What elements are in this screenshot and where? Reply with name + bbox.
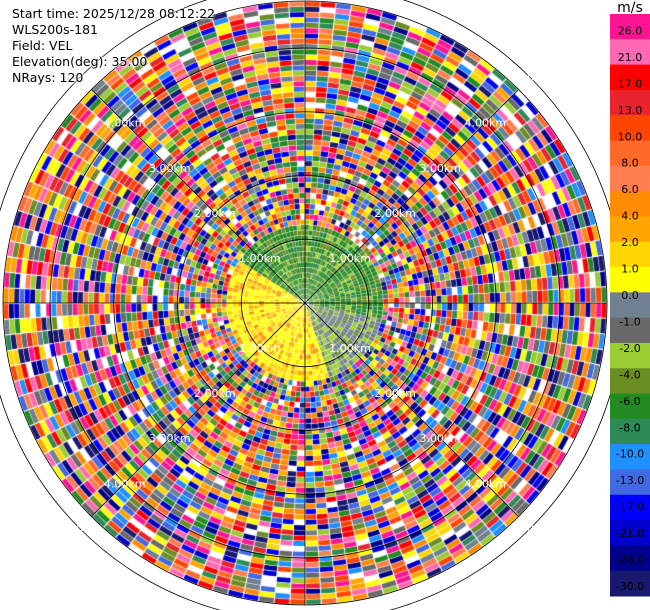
- colorbar-tick-label: -13.0: [616, 474, 644, 487]
- ppi-plot: 1.00km 1.00km 1.00km 1.00km 2.00km 2.00km 2.00…: [0, 0, 610, 610]
- azimuth-spoke: [304, 302, 519, 517]
- colorbar-tick-label: 8.0: [621, 157, 639, 170]
- ring-label: 1.00km: [329, 252, 371, 265]
- range-ring-labels: 1.00km 1.00km 1.00km 1.00km 2.00km 2.00km 2.00…: [59, 72, 551, 536]
- colorbar-swatch: [610, 545, 650, 572]
- colorbar-tick-label: 1.0: [621, 263, 639, 276]
- colorbar-tick-label: 17.0: [618, 77, 643, 90]
- colorbar-tick-label: 6.0: [621, 183, 639, 196]
- colorbar: 26.0 21.0 17.0 13.0 10.0 8.0 6.0 4.0 2.0 1.0 0.0 -1…: [610, 14, 650, 597]
- colorbar-swatch: [610, 165, 650, 192]
- ring-label: 5.00km: [510, 522, 552, 535]
- azimuth-spoke: [304, 89, 519, 304]
- ring-label: 5.00km: [59, 72, 101, 85]
- colorbar-swatch: [610, 520, 650, 546]
- colorbar-tick-label: 2.0: [621, 236, 639, 249]
- field-name: Field: VEL: [12, 38, 73, 53]
- ring-label: 4.00km: [104, 477, 146, 490]
- ring-label: 1.00km: [239, 342, 281, 355]
- scan-info: Start time: 2025/12/28 08:12:22 WLS200s-…: [12, 6, 215, 86]
- ring-label: 5.00km: [59, 522, 101, 535]
- colorbar-swatch: [610, 570, 650, 597]
- colorbar-swatch: [610, 494, 650, 521]
- colorbar-swatch: [610, 444, 650, 470]
- colorbar-tick-label: -8.0: [619, 421, 640, 434]
- colorbar-swatch: [610, 393, 650, 420]
- ring-label: 2.00km: [194, 387, 236, 400]
- colorbar-swatch: [610, 368, 650, 395]
- colorbar-swatch: [610, 469, 650, 496]
- ring-label: 3.00km: [149, 162, 191, 175]
- ring-label: 2.00km: [374, 207, 416, 220]
- colorbar-swatch: [610, 241, 650, 268]
- ring-label: 4.00km: [465, 117, 507, 130]
- azimuth-spoke: [91, 89, 306, 304]
- colorbar-tick-label: -2.0: [619, 342, 640, 355]
- colorbar-tick-label: -30.0: [616, 580, 644, 593]
- start-time: Start time: 2025/12/28 08:12:22: [12, 6, 216, 21]
- ring-label: 1.00km: [239, 252, 281, 265]
- colorbar-tick-label: -6.0: [619, 395, 640, 408]
- colorbar-swatch: [610, 317, 650, 344]
- colorbar-swatch: [610, 89, 650, 116]
- colorbar-swatch: [610, 39, 650, 66]
- range-ring-overlay: 1.00km 1.00km 1.00km 1.00km 2.00km 2.00km 2.00…: [0, 0, 610, 610]
- elevation: Elevation(deg): 35.00: [12, 54, 148, 69]
- ring-label: 4.00km: [465, 477, 507, 490]
- colorbar-tick-label: -17.0: [616, 501, 644, 514]
- colorbar-swatch: [610, 14, 650, 40]
- instrument-name: WLS200s-181: [12, 22, 98, 37]
- ring-label: 2.00km: [194, 207, 236, 220]
- ring-label: 3.00km: [149, 432, 191, 445]
- colorbar-tick-label: 4.0: [621, 210, 639, 223]
- colorbar-swatch: [610, 292, 650, 319]
- colorbar-swatch: [610, 191, 650, 217]
- ring-label: 1.00km: [329, 342, 371, 355]
- colorbar-tick-label: 26.0: [618, 24, 643, 37]
- colorbar-tick-label: -4.0: [619, 368, 640, 381]
- colorbar-tick-label: 10.0: [618, 130, 643, 143]
- colorbar-swatch: [610, 216, 650, 243]
- colorbar-swatch: [610, 140, 650, 167]
- colorbar-tick-label: -1.0: [619, 315, 640, 328]
- colorbar-swatch: [610, 115, 650, 142]
- colorbar-tick-label: 0.0: [621, 289, 639, 302]
- colorbar-swatch: [610, 418, 650, 445]
- colorbar-tick-label: 13.0: [618, 104, 643, 117]
- colorbar-tick-label: 21.0: [618, 51, 643, 64]
- ray-count: NRays: 120: [12, 70, 84, 85]
- colorbar-tick-label: -10.0: [616, 448, 644, 461]
- ring-label: 3.00km: [419, 432, 461, 445]
- colorbar-tick-label: -21.0: [616, 527, 644, 540]
- colorbar-swatch: [610, 342, 650, 369]
- ring-label: 3.00km: [419, 162, 461, 175]
- ring-label: 2.00km: [374, 387, 416, 400]
- azimuth-spokes: [3, 1, 607, 605]
- azimuth-spoke: [91, 302, 306, 517]
- colorbar-swatch: [610, 267, 650, 293]
- colorbar-swatch: [610, 64, 650, 91]
- ring-label: 4.00km: [104, 117, 146, 130]
- colorbar-tick-label: -26.0: [616, 554, 644, 567]
- ring-label: 5.00km: [510, 72, 552, 85]
- colorbar-unit: m/s: [617, 0, 643, 16]
